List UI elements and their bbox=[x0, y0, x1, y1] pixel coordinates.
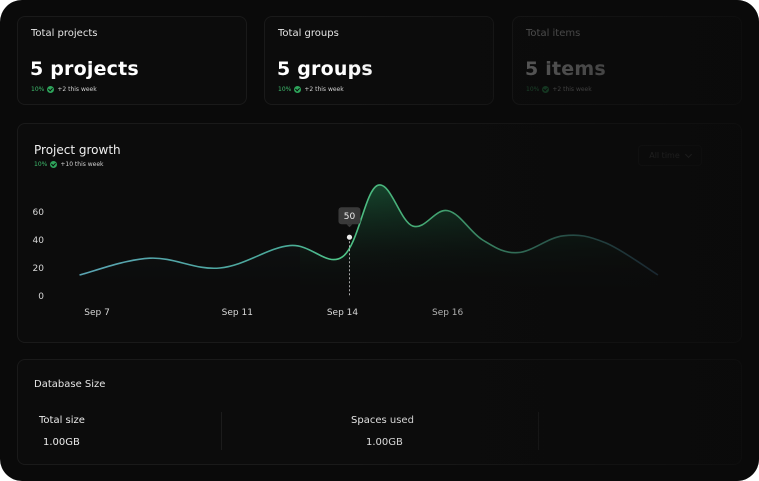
y-tick-label: 0 bbox=[38, 292, 44, 302]
x-axis: Sep 7 Sep 11 Sep 14 Sep 16 bbox=[84, 308, 463, 318]
total-size-label: Total size bbox=[39, 415, 85, 426]
database-size-title: Database Size bbox=[34, 379, 106, 390]
y-axis: 0 20 40 60 bbox=[33, 208, 45, 302]
y-tick-label: 40 bbox=[33, 236, 45, 246]
stat-divider bbox=[221, 412, 222, 450]
tooltip-tail bbox=[346, 224, 353, 228]
x-tick-label: Sep 7 bbox=[84, 308, 110, 318]
x-tick-label: Sep 16 bbox=[432, 308, 464, 318]
database-size-card: Database Size Total size 1.00GB Spaces u… bbox=[17, 359, 742, 465]
spaces-used-label: Spaces used bbox=[351, 415, 414, 426]
tooltip-point[interactable] bbox=[346, 234, 353, 240]
y-tick-label: 60 bbox=[33, 208, 45, 218]
spaces-used-stat: Spaces used 1.00GB bbox=[351, 415, 414, 448]
y-tick-label: 20 bbox=[33, 264, 45, 274]
total-size-value: 1.00GB bbox=[43, 437, 80, 448]
tooltip-value: 50 bbox=[344, 212, 356, 222]
stat-divider bbox=[538, 412, 539, 450]
spaces-used-value: 1.00GB bbox=[366, 437, 403, 448]
x-tick-label: Sep 11 bbox=[222, 308, 253, 318]
total-size-stat: Total size 1.00GB bbox=[39, 415, 85, 448]
x-tick-label: Sep 14 bbox=[327, 308, 359, 318]
